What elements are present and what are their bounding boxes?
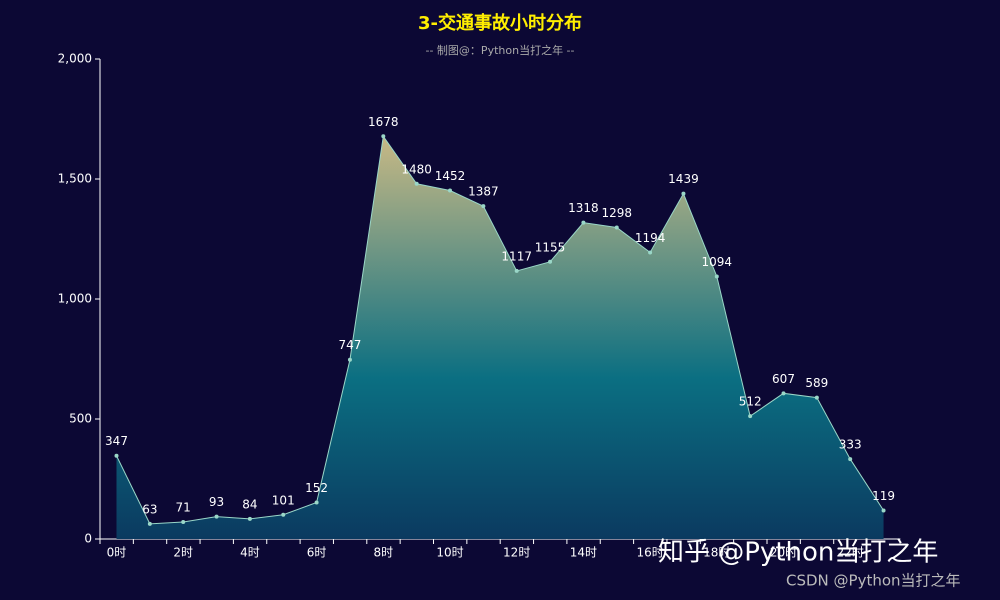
point — [281, 512, 286, 517]
y-tick-label: 1,000 — [58, 292, 92, 306]
point — [314, 500, 319, 505]
chart-title: 3-交通事故小时分布 — [418, 12, 582, 34]
point — [114, 453, 119, 458]
point — [181, 519, 186, 524]
point — [781, 391, 786, 396]
point — [748, 414, 753, 419]
point — [848, 457, 853, 462]
value-label: 84 — [242, 497, 257, 511]
y-tick-label: 500 — [69, 412, 92, 426]
value-label: 1117 — [501, 249, 532, 263]
point — [347, 357, 352, 362]
chart-subtitle: -- 制图@：Python当打之年 -- — [426, 43, 575, 57]
point — [648, 250, 653, 255]
value-label: 1480 — [401, 162, 432, 176]
value-label: 1155 — [535, 240, 566, 254]
value-label: 607 — [772, 372, 795, 386]
point — [514, 268, 519, 273]
point — [881, 508, 886, 513]
value-label: 1318 — [568, 201, 599, 215]
point — [481, 204, 486, 209]
value-label: 1439 — [668, 172, 699, 186]
x-tick-label: 10时 — [436, 546, 463, 560]
value-label: 93 — [209, 495, 224, 509]
value-label: 1387 — [468, 185, 499, 199]
value-label: 333 — [839, 438, 862, 452]
point — [614, 225, 619, 230]
x-tick-label: 8时 — [373, 546, 393, 560]
x-tick-label: 22时 — [837, 546, 864, 560]
value-label: 747 — [338, 338, 361, 352]
value-label: 101 — [272, 493, 295, 507]
value-label: 512 — [739, 395, 762, 409]
point — [814, 395, 819, 400]
x-tick-label: 0时 — [107, 546, 127, 560]
x-tick-label: 16时 — [636, 546, 663, 560]
watermark: 知乎 @Python当打之年 — [658, 538, 938, 568]
point — [448, 188, 452, 193]
plot: 0 500 1,000 1,500 2,000 347 0时 63 71 2时 93 84 4时 101 1… — [58, 52, 901, 560]
value-label: 63 — [142, 502, 157, 516]
value-label: 1094 — [702, 255, 733, 269]
value-label: 1452 — [435, 169, 466, 183]
point — [714, 274, 719, 279]
value-label: 1298 — [601, 206, 632, 220]
watermark: CSDN @Python当打之年 — [786, 572, 961, 590]
value-label: 119 — [872, 489, 895, 503]
x-tick-label: 6时 — [307, 546, 327, 560]
value-label: 589 — [805, 376, 828, 390]
x-tick-label: 12时 — [503, 546, 530, 560]
x-tick-label: 4时 — [240, 546, 260, 560]
x-tick-label: 2时 — [173, 546, 193, 560]
line — [116, 134, 884, 525]
value-label: 71 — [176, 500, 191, 514]
y-tick-label: 0 — [84, 532, 92, 546]
point — [214, 514, 219, 519]
value-label: 1678 — [368, 115, 399, 129]
value-label: 152 — [305, 481, 328, 495]
y-tick-label: 1,500 — [58, 172, 92, 186]
point — [247, 516, 252, 521]
point — [548, 259, 553, 264]
point — [414, 181, 419, 186]
area — [116, 136, 884, 539]
point — [581, 220, 586, 225]
point — [681, 191, 686, 196]
x-tick-label: 18时 — [703, 546, 730, 560]
x-tick-label: 20时 — [770, 546, 797, 560]
point — [147, 521, 152, 526]
value-label: 1194 — [635, 231, 666, 245]
value-label: 347 — [105, 434, 128, 448]
point — [381, 134, 386, 139]
y-tick-label: 2,000 — [58, 52, 92, 66]
x-tick-label: 14时 — [570, 546, 597, 560]
